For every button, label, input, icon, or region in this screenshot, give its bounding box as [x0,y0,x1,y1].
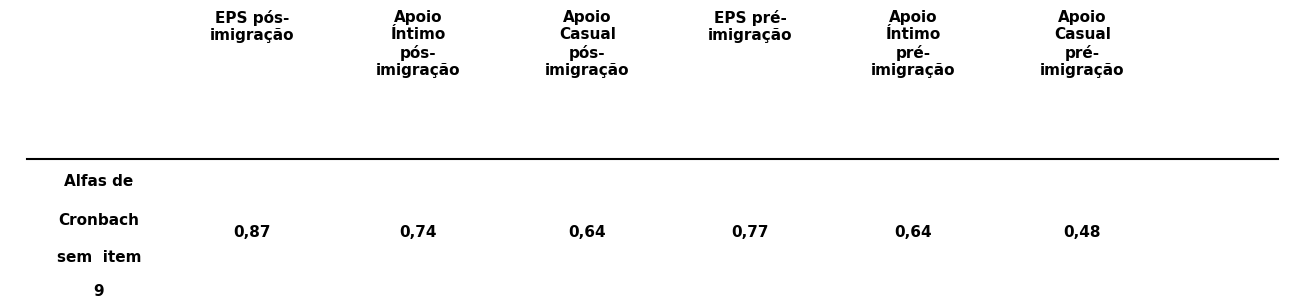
Text: 0,74: 0,74 [399,225,437,240]
Text: Alfas de: Alfas de [64,173,133,188]
Text: 0,77: 0,77 [731,225,769,240]
Text: Apoio
Casual
pós-
imigração: Apoio Casual pós- imigração [545,10,629,78]
Text: Apoio
Íntimo
pós-
imigração: Apoio Íntimo pós- imigração [376,10,461,78]
Text: Apoio
Casual
pré-
imigração: Apoio Casual pré- imigração [1040,10,1125,78]
Text: 0,87: 0,87 [234,225,271,240]
Text: 9: 9 [94,284,104,298]
Text: EPS pré-
imigração: EPS pré- imigração [707,10,792,43]
Text: Cronbach: Cronbach [59,213,140,228]
Text: Apoio
Íntimo
pré-
imigração: Apoio Íntimo pré- imigração [870,10,955,78]
Text: EPS pós-
imigração: EPS pós- imigração [210,10,295,43]
Text: 0,48: 0,48 [1064,225,1101,240]
Text: sem  item: sem item [57,250,141,265]
Text: 0,64: 0,64 [894,225,932,240]
Text: 0,64: 0,64 [569,225,607,240]
